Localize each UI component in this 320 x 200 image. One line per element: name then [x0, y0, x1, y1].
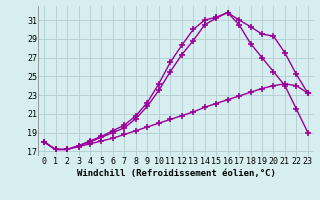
X-axis label: Windchill (Refroidissement éolien,°C): Windchill (Refroidissement éolien,°C) — [76, 169, 276, 178]
